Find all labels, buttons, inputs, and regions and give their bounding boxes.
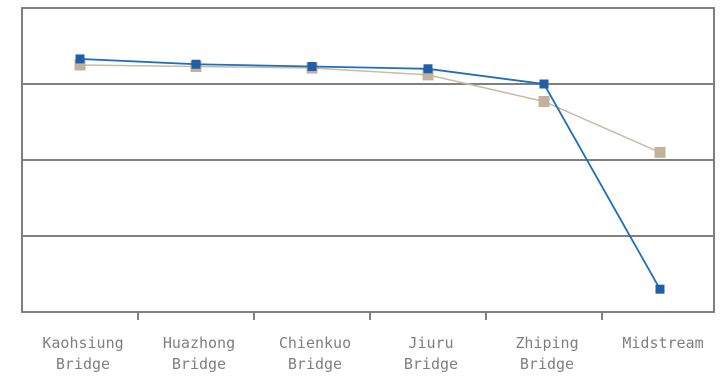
x-tick-label: Kaohsiung Bridge bbox=[42, 334, 123, 373]
x-tick-label-line: Kaohsiung bbox=[42, 334, 123, 352]
series-1-point-4 bbox=[423, 64, 433, 74]
series-1-point-1 bbox=[75, 54, 85, 64]
x-axis-labels: Kaohsiung Bridge Huazhong Bridge Chienkuo Bri… bbox=[42, 334, 703, 373]
x-tick-label-line: Jiuru bbox=[408, 334, 453, 352]
gridlines bbox=[22, 83, 714, 237]
series-1-line bbox=[79, 58, 661, 290]
series-2-point-6 bbox=[654, 146, 666, 158]
x-tick-label-line: Chienkuo bbox=[279, 334, 351, 352]
x-tick-label: Jiuru Bridge bbox=[404, 334, 458, 373]
series-2-point-5 bbox=[538, 95, 550, 107]
x-tick-label: Zhiping Bridge bbox=[515, 334, 578, 373]
x-tick-label: Chienkuo Bridge bbox=[279, 334, 351, 373]
series-1-point-6 bbox=[655, 284, 665, 294]
x-tick-label-line: Bridge bbox=[288, 355, 342, 373]
x-tick-label-line: Midstream bbox=[622, 334, 703, 352]
x-tick-label-line: Bridge bbox=[56, 355, 110, 373]
series-2-point-4 bbox=[422, 69, 434, 81]
x-axis-ticks bbox=[137, 312, 603, 320]
series-1-point-2 bbox=[191, 59, 201, 69]
series-1-point-5 bbox=[539, 79, 549, 89]
series-2-line bbox=[79, 64, 661, 154]
x-tick-label-line: Huazhong bbox=[163, 334, 235, 352]
series-lines bbox=[74, 54, 666, 294]
x-tick-label: Huazhong Bridge bbox=[163, 334, 235, 373]
x-tick-label-line: Bridge bbox=[172, 355, 226, 373]
plot-area-frame bbox=[21, 7, 715, 313]
x-tick-label-line: Bridge bbox=[404, 355, 458, 373]
series-1 bbox=[75, 54, 665, 294]
x-tick-label-line: Bridge bbox=[520, 355, 574, 373]
series-1-point-3 bbox=[307, 62, 317, 72]
series-2-point-1 bbox=[74, 59, 86, 71]
x-tick-label-line: Zhiping bbox=[515, 334, 578, 352]
x-tick-label: Midstream bbox=[622, 334, 703, 352]
